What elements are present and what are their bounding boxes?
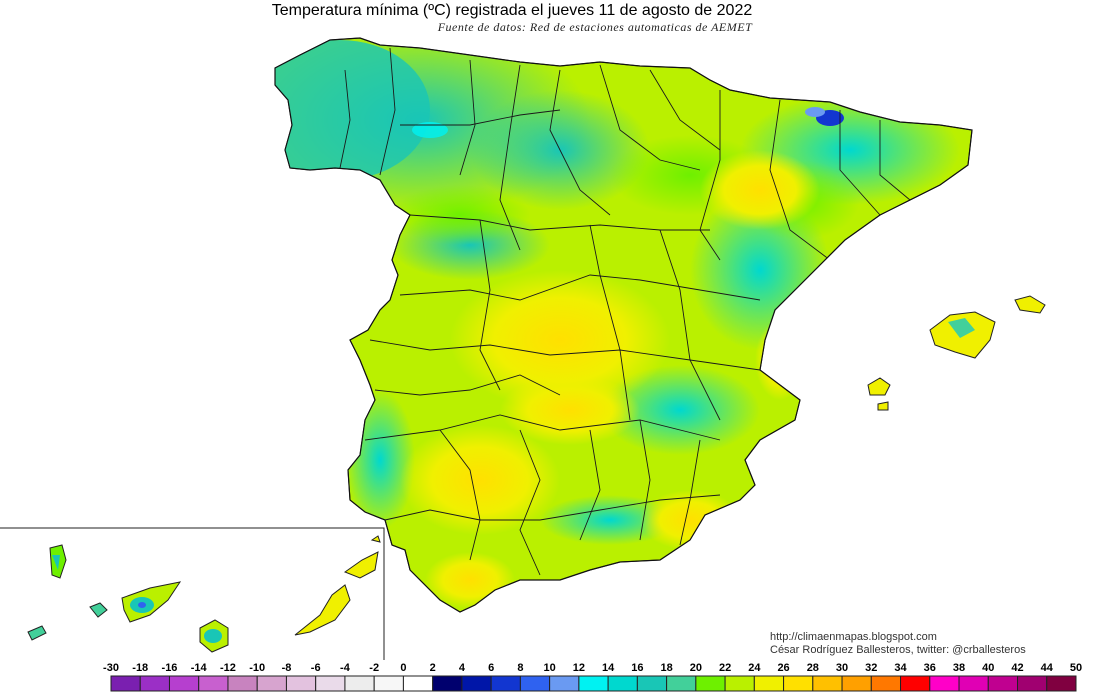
legend-label: 16 [631,662,644,674]
legend-label: -2 [369,662,380,674]
legend-label: 20 [689,662,702,674]
blog-link[interactable]: http://climaenmapas.blogspot.com [770,631,937,643]
legend-swatch [315,675,346,692]
legend-swatch [753,675,785,692]
credits: http://climaenmapas.blogspot.com César R… [770,631,1026,657]
legend-label: 22 [718,662,732,674]
legend-label: 38 [952,662,966,674]
legend-swatch [344,675,375,692]
legend-swatch [958,675,989,692]
legend-label: 30 [835,662,849,674]
legend-label: -18 [132,662,149,674]
legend-swatch [139,675,170,692]
legend-label: 8 [517,662,524,674]
legend-label: 2 [429,662,436,674]
legend-label: -6 [310,662,321,674]
author-credit: César Rodríguez Ballesteros, twitter: @c… [770,644,1026,656]
legend-label: 34 [894,662,907,674]
legend-swatch [578,675,609,692]
legend-label: -4 [340,662,350,674]
legend-label: 12 [572,662,585,674]
legend-swatch [519,675,551,692]
legend-label: 18 [660,662,673,674]
legend-labels: -30 -18 -16 -14 -12 -10 -8 -6 -4 -2 0 2 4 6 8 10 12 14 16 1… [0,662,1098,676]
legend-swatch [666,675,697,692]
legend-swatch [198,675,229,692]
legend-swatch [1046,675,1077,692]
legend-label: 32 [865,662,878,674]
legend-swatch [783,675,814,692]
legend-label: 44 [1040,662,1053,674]
legend-swatch [695,675,726,692]
legend-swatch [1017,675,1048,692]
legend-label: 0 [400,662,407,674]
legend-swatch [168,675,200,692]
legend-swatch [549,675,580,692]
legend-label: 28 [806,662,819,674]
legend-label: 10 [543,662,556,674]
legend-swatch [987,675,1019,692]
legend-swatch [929,675,960,692]
legend-swatch [227,675,258,692]
legend-swatch [841,675,872,692]
legend-label: 50 [1069,662,1083,674]
legend-label: 40 [982,662,995,674]
peninsula [274,37,973,613]
legend-label: 42 [1011,662,1024,674]
balearic-islands [867,295,1046,411]
legend-swatch [285,675,317,692]
legend-swatch [402,675,434,692]
legend-swatch [490,675,521,692]
legend-label: 4 [458,662,465,674]
legend-swatch [373,675,404,692]
legend-swatch [724,675,755,692]
color-legend [110,675,1077,692]
legend-swatch [110,675,141,692]
legend-label: 24 [748,662,761,674]
legend-label: -14 [190,662,207,674]
legend-label: -12 [220,662,236,674]
legend-swatch [607,675,638,692]
legend-label: 6 [488,662,495,674]
legend-swatch [900,675,931,692]
legend-label: 26 [777,662,790,674]
legend-label: -10 [249,662,266,674]
legend-swatch [812,675,843,692]
legend-label: -16 [161,662,178,674]
legend-label: 14 [601,662,615,674]
legend-label: -30 [103,662,119,674]
legend-swatch [256,675,287,692]
map-title: Temperatura mínima (ºC) registrada el ju… [271,2,753,19]
legend-label: 36 [923,662,936,674]
canary-islands-inset [0,527,385,660]
temperature-map [0,37,1046,660]
map-subtitle: Fuente de datos: Red de estaciones autom… [437,20,753,34]
legend-swatch [636,675,668,692]
legend-swatch [461,675,492,692]
legend-swatch [432,675,463,692]
legend-label: -8 [281,662,292,674]
legend-swatch [870,675,902,692]
